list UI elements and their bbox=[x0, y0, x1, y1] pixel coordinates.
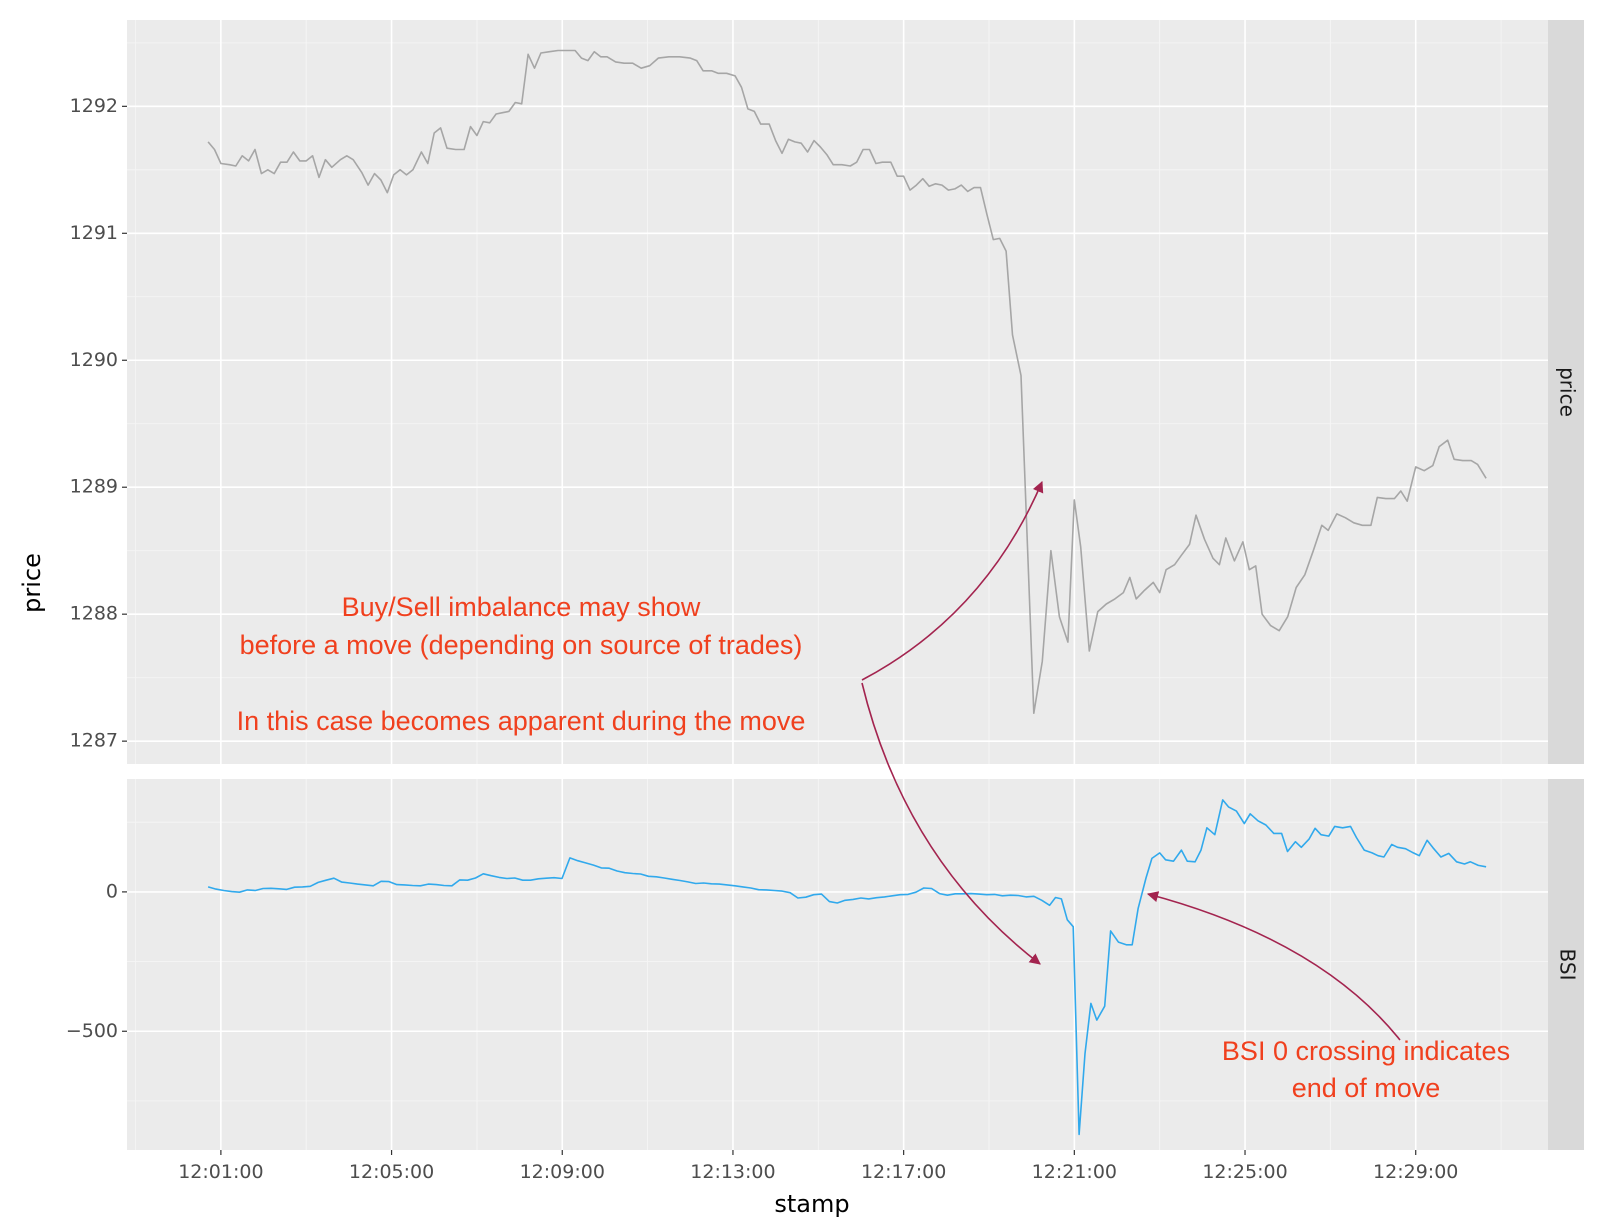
facet-label-BSI: BSI bbox=[1556, 949, 1580, 981]
x-tick-label: 12:21:00 bbox=[1032, 1161, 1117, 1183]
x-tick-label: 12:17:00 bbox=[861, 1161, 946, 1183]
annotation-text-upper: Buy/Sell imbalance may show bbox=[342, 592, 701, 622]
series-lines bbox=[207, 49, 1487, 1136]
x-tick-label: 12:01:00 bbox=[178, 1161, 263, 1183]
facet-label-price: price bbox=[1556, 367, 1580, 417]
annotations: Buy/Sell imbalance may show before a move… bbox=[237, 480, 1510, 1103]
x-tick-label: 12:13:00 bbox=[690, 1161, 775, 1183]
x-tick-label: 12:25:00 bbox=[1202, 1161, 1287, 1183]
y-tick-label-price: 1287 bbox=[70, 730, 118, 752]
x-tick-label: 12:05:00 bbox=[349, 1161, 434, 1183]
y-tick-label-price: 1292 bbox=[70, 95, 118, 117]
series-line-BSI bbox=[207, 799, 1487, 1136]
y-tick-label-price: 1290 bbox=[70, 349, 118, 371]
panel-background-BSI bbox=[127, 779, 1548, 1150]
y-tick-label-BSI: −500 bbox=[66, 1020, 118, 1042]
annotation-text-lower: BSI 0 crossing indicates bbox=[1222, 1036, 1510, 1066]
panels: price BSI bbox=[127, 20, 1584, 1150]
y-tick-label-price: 1289 bbox=[70, 476, 118, 498]
series-line-price bbox=[207, 49, 1487, 715]
annotation-arrow-to-zero-crossing bbox=[1146, 891, 1401, 1041]
y-tick-label-price: 1291 bbox=[70, 222, 118, 244]
panel-background-price bbox=[127, 20, 1548, 764]
annotation-text-lower: end of move bbox=[1292, 1073, 1441, 1103]
axis-ticks: 1287 1288 1289 1290 1291 1292 −500 0 12:01:00 12:… bbox=[66, 95, 1459, 1183]
x-axis-title: stamp bbox=[774, 1190, 849, 1218]
annotation-arrow-to-price bbox=[861, 480, 1044, 681]
annotation-text-upper: In this case becomes apparent during the… bbox=[237, 706, 806, 736]
y-tick-label-BSI: 0 bbox=[106, 880, 118, 902]
x-tick-label: 12:29:00 bbox=[1373, 1161, 1458, 1183]
y-tick-label-price: 1288 bbox=[70, 603, 118, 625]
annotation-text-upper: before a move (depending on source of tr… bbox=[240, 630, 803, 660]
facet-strip-BSI bbox=[1548, 779, 1584, 1150]
x-tick-label: 12:09:00 bbox=[520, 1161, 605, 1183]
y-axis-title: price bbox=[18, 553, 46, 613]
annotation-arrow-to-bsi-dip bbox=[861, 682, 1041, 965]
facet-strip-price bbox=[1548, 20, 1584, 764]
